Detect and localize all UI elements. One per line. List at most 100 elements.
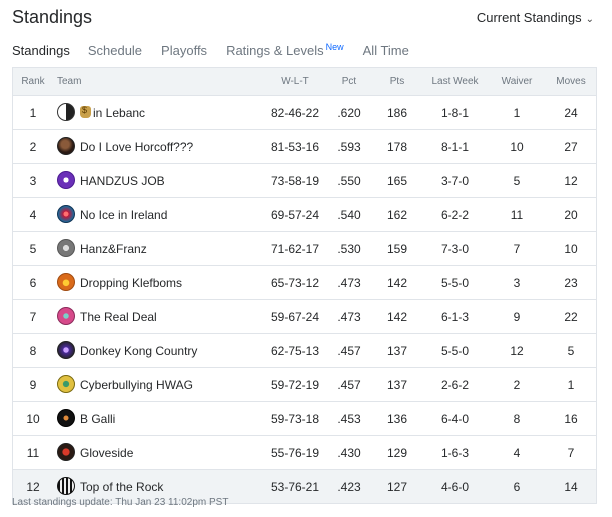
team-name-link[interactable]: No Ice in Ireland	[80, 208, 168, 222]
waiver-cell: 4	[513, 446, 521, 460]
team-name-link[interactable]: Gloveside	[80, 446, 134, 460]
waiver-cell: 7	[513, 242, 521, 256]
moves-cell: 5	[567, 344, 575, 358]
waiver-cell: 11	[510, 208, 524, 222]
column-header-team[interactable]: Team	[57, 76, 82, 87]
table-header: Rank Team W-L-T Pct Pts Last Week Waiver…	[13, 68, 596, 96]
moves-cell: 20	[564, 208, 578, 222]
moves-cell: 14	[564, 480, 578, 494]
last-week-cell: 1-6-3	[440, 446, 469, 460]
column-header-rank[interactable]: Rank	[21, 76, 45, 87]
team-logo-icon[interactable]	[57, 205, 75, 223]
column-header-waiver[interactable]: Waiver	[501, 76, 533, 87]
moves-cell: 27	[564, 140, 578, 154]
team-name-link[interactable]: The Real Deal	[80, 310, 157, 324]
team-logo-icon[interactable]	[57, 239, 75, 257]
team-logo-icon[interactable]	[57, 341, 75, 359]
pct-cell: .473	[337, 276, 361, 290]
pct-cell: .457	[337, 378, 361, 392]
team-name-link[interactable]: Do I Love Horcoff???	[80, 140, 194, 154]
tab-playoffs[interactable]: Playoffs	[161, 43, 208, 58]
rank-cell: 7	[29, 310, 37, 324]
standings-view-dropdown[interactable]: Current Standings ⌄	[477, 10, 594, 25]
waiver-cell: 12	[510, 344, 524, 358]
team-logo-icon[interactable]	[57, 409, 75, 427]
last-week-cell: 3-7-0	[440, 174, 469, 188]
yin-yang-icon[interactable]	[57, 103, 75, 121]
tab-standings[interactable]: Standings	[12, 43, 70, 58]
table-row: 5 Hanz&Franz 71-62-17 .530 159 7-3-0 7 1…	[13, 232, 596, 266]
wlt-cell: 65-73-12	[270, 276, 320, 290]
wlt-cell: 53-76-21	[270, 480, 320, 494]
table-row: 6 Dropping Klefboms 65-73-12 .473 142 5-…	[13, 266, 596, 300]
tab-ratings-levels-label: Ratings & Levels	[226, 43, 324, 58]
rank-cell: 6	[29, 276, 37, 290]
moves-cell: 24	[564, 106, 578, 120]
pts-cell: 178	[386, 140, 408, 154]
moves-cell: 12	[564, 174, 578, 188]
waiver-cell: 6	[513, 480, 521, 494]
tab-ratings-levels[interactable]: Ratings & Levels New	[226, 42, 344, 58]
team-name-link[interactable]: Dropping Klefboms	[80, 276, 183, 290]
table-row: 9 Cyberbullying HWAG 59-72-19 .457 137 2…	[13, 368, 596, 402]
tab-all-time[interactable]: All Time	[362, 43, 409, 58]
pct-cell: .593	[337, 140, 361, 154]
team-logo-icon[interactable]	[57, 477, 75, 495]
waiver-cell: 2	[513, 378, 521, 392]
team-name-link[interactable]: Donkey Kong Country	[80, 344, 198, 358]
last-week-cell: 6-4-0	[440, 412, 469, 426]
waiver-cell: 9	[513, 310, 521, 324]
wlt-cell: 59-73-18	[270, 412, 320, 426]
team-logo-icon[interactable]	[57, 375, 75, 393]
tab-schedule[interactable]: Schedule	[87, 43, 143, 58]
column-header-pct[interactable]: Pct	[341, 76, 357, 87]
jersey-icon[interactable]	[57, 171, 75, 189]
rank-cell: 5	[29, 242, 37, 256]
team-logo-icon[interactable]	[57, 307, 75, 325]
team-logo-icon[interactable]	[57, 443, 75, 461]
column-header-last-week[interactable]: Last Week	[431, 76, 479, 87]
last-week-cell: 8-1-1	[440, 140, 469, 154]
standings-view-label: Current Standings	[476, 10, 582, 25]
moves-cell: 7	[567, 446, 575, 460]
team-logo-icon[interactable]	[57, 273, 75, 291]
last-week-cell: 6-2-2	[440, 208, 469, 222]
column-header-moves[interactable]: Moves	[556, 76, 586, 87]
wlt-cell: 82-46-22	[270, 106, 320, 120]
team-name-link[interactable]: B Galli	[80, 412, 116, 426]
waiver-cell: 8	[513, 412, 521, 426]
table-row: 3 HANDZUS JOB 73-58-19 .550 165 3-7-0 5 …	[13, 164, 596, 198]
wlt-cell: 71-62-17	[270, 242, 320, 256]
table-row: 8 Donkey Kong Country 62-75-13 .457 137 …	[13, 334, 596, 368]
team-name-link[interactable]: HANDZUS JOB	[80, 174, 165, 188]
pts-cell: 137	[386, 344, 408, 358]
moves-cell: 16	[564, 412, 578, 426]
team-name-link[interactable]: Cyberbullying HWAG	[80, 378, 193, 392]
last-week-cell: 2-6-2	[440, 378, 469, 392]
waiver-cell: 3	[513, 276, 521, 290]
team-name-link[interactable]: Hanz&Franz	[80, 242, 147, 256]
table-row: 11 Gloveside 55-76-19 .430 129 1-6-3 4 7	[13, 436, 596, 470]
moves-cell: 1	[567, 378, 575, 392]
pts-cell: 186	[386, 106, 408, 120]
pts-cell: 142	[386, 276, 408, 290]
column-header-wlt[interactable]: W-L-T	[281, 76, 309, 87]
wlt-cell: 59-67-24	[270, 310, 320, 324]
pct-cell: .530	[337, 242, 361, 256]
pts-cell: 129	[386, 446, 408, 460]
last-week-cell: 6-1-3	[440, 310, 469, 324]
wlt-cell: 69-57-24	[270, 208, 320, 222]
page-title: Standings	[12, 7, 93, 27]
column-header-pts[interactable]: Pts	[389, 76, 405, 87]
last-update-text: Last standings update: Thu Jan 23 11:02p…	[12, 497, 229, 508]
pts-cell: 136	[386, 412, 408, 426]
pct-cell: .550	[337, 174, 361, 188]
moves-cell: 22	[564, 310, 578, 324]
team-name-link[interactable]: Top of the Rock	[80, 480, 164, 494]
pct-cell: .430	[337, 446, 361, 460]
team-logo-icon[interactable]	[57, 137, 75, 155]
team-name-text: in Lebanc	[93, 106, 146, 120]
rank-cell: 3	[29, 174, 37, 188]
wlt-cell: 59-72-19	[270, 378, 320, 392]
team-name-link[interactable]: in Lebanc	[80, 105, 146, 120]
